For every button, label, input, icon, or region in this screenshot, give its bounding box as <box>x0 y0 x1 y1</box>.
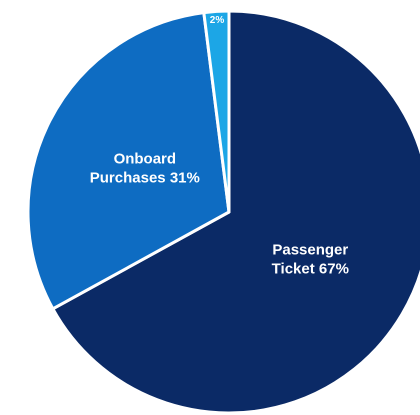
slice-label: 2% <box>210 15 224 28</box>
pie-slice <box>26 11 231 311</box>
value-label: 67% <box>318 260 349 278</box>
pie-slice <box>202 9 231 214</box>
slice-label: Passenger Ticket 67% <box>250 241 370 279</box>
category-label: Passenger Ticket <box>271 241 349 278</box>
category-label: Onboard Purchases <box>89 150 177 187</box>
value-label: 31% <box>169 169 200 187</box>
slice-label: Onboard Purchases 31% <box>85 150 205 188</box>
value-label: 2% <box>209 15 225 27</box>
pie-slice <box>51 9 420 415</box>
